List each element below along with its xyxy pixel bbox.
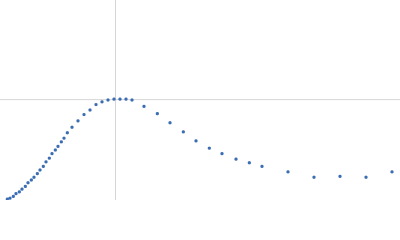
point	[35, 172, 39, 176]
point	[94, 102, 98, 107]
point	[220, 152, 224, 156]
point	[76, 119, 80, 123]
point	[207, 146, 211, 150]
point	[106, 98, 110, 102]
point	[62, 136, 66, 140]
point	[17, 190, 21, 194]
point	[41, 164, 45, 168]
point	[53, 148, 57, 152]
point	[44, 160, 48, 164]
point	[112, 97, 116, 101]
point	[38, 168, 42, 172]
point	[32, 175, 36, 179]
point	[14, 192, 18, 196]
point	[130, 98, 134, 102]
point	[47, 156, 51, 160]
point	[168, 121, 172, 125]
point	[82, 112, 86, 117]
point	[181, 130, 185, 134]
point	[59, 140, 63, 144]
point	[260, 164, 264, 168]
point	[194, 139, 198, 143]
point	[286, 170, 290, 174]
point	[312, 175, 316, 179]
point	[155, 112, 159, 116]
point	[338, 174, 342, 178]
point	[390, 170, 394, 174]
point	[26, 181, 30, 185]
point	[364, 175, 368, 179]
point	[5, 197, 9, 200]
point	[100, 100, 104, 104]
point	[20, 187, 24, 191]
point	[23, 184, 27, 188]
point	[65, 131, 69, 135]
point	[247, 161, 251, 165]
point	[124, 97, 128, 101]
chart	[0, 0, 400, 200]
point	[88, 108, 92, 112]
point	[11, 194, 15, 198]
point	[56, 144, 60, 148]
point	[8, 196, 12, 200]
point	[118, 97, 122, 101]
point	[142, 104, 146, 108]
point	[29, 178, 33, 182]
point	[50, 152, 54, 156]
point	[70, 125, 74, 129]
point	[234, 157, 238, 161]
